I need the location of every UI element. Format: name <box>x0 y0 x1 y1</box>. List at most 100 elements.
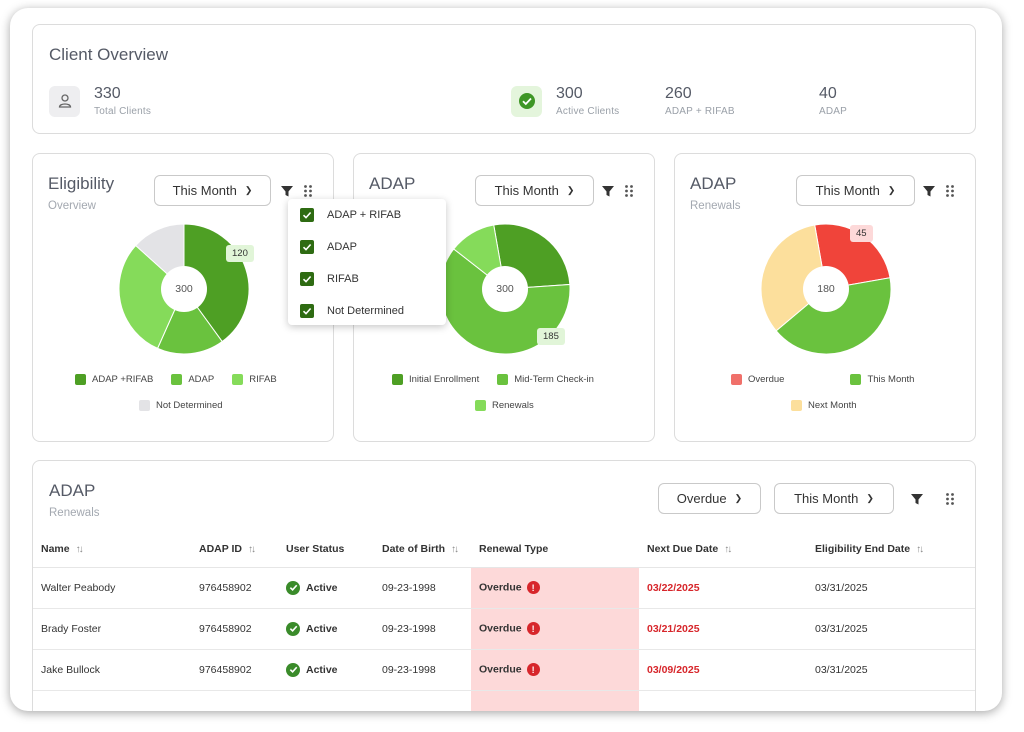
legend-item: Overdue <box>731 374 784 385</box>
adap-renewals-pie: 180 <box>760 223 892 355</box>
pie-data-label: 120 <box>226 245 254 262</box>
filter-icon[interactable] <box>908 490 926 508</box>
adap-rifab-value: 260 <box>665 85 692 102</box>
column-header-adap-id[interactable]: ADAP ID ↑↓ <box>191 531 278 568</box>
filter-option-adap-rifab[interactable]: ADAP + RIFAB <box>288 199 446 231</box>
checkbox-checked-icon[interactable] <box>300 272 314 286</box>
eligibility-legend: ADAP +RIFAB ADAP RIFAB <box>75 374 277 385</box>
dashboard-window: Client Overview 330 Total Clients 300 Ac… <box>10 8 1002 711</box>
filter-icon[interactable] <box>278 182 296 200</box>
drag-handle-icon[interactable] <box>941 490 959 508</box>
drag-handle-icon[interactable] <box>299 182 317 200</box>
eligibility-subtitle: Overview <box>48 200 96 212</box>
status-filter-select[interactable]: Overdue ❯ <box>658 483 761 514</box>
client-overview-card: Client Overview 330 Total Clients 300 Ac… <box>32 24 976 134</box>
cell-eligibility-end-date: 03/31/2025 <box>807 608 975 650</box>
cell-eligibility-end-date: 03/31/2025 <box>807 649 975 691</box>
check-circle-icon <box>286 621 300 636</box>
cell-name: Brady Foster <box>33 608 191 650</box>
sort-icon[interactable]: ↑↓ <box>451 543 459 555</box>
table-row[interactable]: Walter Peabody 976458902 Active 09-23-19… <box>33 567 975 609</box>
adap-renewals-table-card: ADAP Renewals Overdue ❯ This Month ❯ Nam… <box>32 460 976 711</box>
checkbox-checked-icon[interactable] <box>300 208 314 222</box>
cell-renewal-type: Overdue! <box>471 567 639 609</box>
chevron-down-icon: ❯ <box>566 185 575 195</box>
column-header-name[interactable]: Name ↑↓ <box>33 531 191 568</box>
pie-slice[interactable] <box>760 224 827 332</box>
column-header-renewal-type: Renewal Type <box>471 531 639 568</box>
sort-icon[interactable]: ↑↓ <box>75 543 84 555</box>
chevron-down-icon: ❯ <box>244 185 253 195</box>
check-circle-icon <box>286 580 300 595</box>
cell-adap-id: 976458902 <box>191 649 278 691</box>
drag-handle-icon[interactable] <box>620 182 638 200</box>
eligibility-period-select[interactable]: This Month ❯ <box>154 175 271 206</box>
cell-dob: 09-23-1998 <box>374 608 471 650</box>
adap-status-period-value: This Month <box>494 183 559 198</box>
legend-item: Next Month <box>791 400 857 411</box>
cell-user-status: Active <box>278 608 374 650</box>
drag-handle-icon[interactable] <box>941 182 959 200</box>
eligibility-legend-2: Not Determined <box>139 400 223 411</box>
column-header-next-due-date[interactable]: Next Due Date ↑↓ <box>639 531 807 568</box>
sort-icon[interactable]: ↑↓ <box>724 543 732 555</box>
table-subtitle: Renewals <box>49 507 100 519</box>
total-clients-value: 330 <box>94 85 121 102</box>
adap-status-period-select[interactable]: This Month ❯ <box>475 175 594 206</box>
cell-adap-id: 976458902 <box>191 567 278 609</box>
cell-next-due-date: 03/22/2025 <box>639 567 807 609</box>
table-row[interactable]: Jake Bullock 976458902 Active 09-23-1998… <box>33 649 975 691</box>
pie-center-total: 300 <box>161 266 207 312</box>
chevron-down-icon: ❯ <box>734 493 743 503</box>
pie-slice[interactable] <box>775 277 892 355</box>
chevron-down-icon: ❯ <box>887 185 896 195</box>
legend-item: ADAP +RIFAB <box>75 374 153 385</box>
sort-icon[interactable]: ↑↓ <box>247 543 256 555</box>
active-clients-value: 300 <box>556 85 583 102</box>
legend-item: Not Determined <box>139 400 223 411</box>
checkbox-checked-icon[interactable] <box>300 304 314 318</box>
adap-status-legend-2: Renewals <box>475 400 534 411</box>
adap-renewals-legend: Overdue This Month <box>731 374 914 385</box>
legend-item: This Month <box>850 374 914 385</box>
table-row[interactable] <box>33 690 975 711</box>
adap-renewals-period-value: This Month <box>815 183 880 198</box>
active-clients-stat: 300 Active Clients <box>511 85 619 117</box>
alert-icon: ! <box>526 663 540 676</box>
cell-name: Jake Bullock <box>33 649 191 691</box>
filter-option-adap[interactable]: ADAP <box>288 231 446 263</box>
filter-dropdown-menu: ADAP + RIFAB ADAP RIFAB Not Determined <box>288 199 446 325</box>
checkbox-checked-icon[interactable] <box>300 240 314 254</box>
filter-icon[interactable] <box>599 182 617 200</box>
person-icon <box>49 85 80 117</box>
adap-renewals-title: ADAP <box>690 174 737 193</box>
alert-icon: ! <box>526 581 540 594</box>
table-period-value: This Month <box>794 491 859 506</box>
pie-slice[interactable] <box>156 288 223 355</box>
adap-renewals-card: ADAP Renewals This Month ❯ 180 45 Overdu… <box>674 153 976 442</box>
cell-user-status: Active <box>278 649 374 691</box>
cell-user-status: Active <box>278 567 374 609</box>
chevron-down-icon: ❯ <box>866 493 874 503</box>
adap-status-title: ADAP <box>369 174 416 193</box>
eligibility-title: Eligibility <box>48 174 115 193</box>
pie-data-label: 185 <box>537 328 565 345</box>
cell-dob: 09-23-1998 <box>374 649 471 691</box>
filter-option-not-determined[interactable]: Not Determined <box>288 295 446 327</box>
legend-item: Mid-Term Check-in <box>497 374 594 385</box>
column-header-dob[interactable]: Date of Birth ↑↓ <box>374 531 471 568</box>
alert-icon: ! <box>526 622 540 635</box>
adap-status-legend: Initial Enrollment Mid-Term Check-in <box>392 374 594 385</box>
table-row[interactable]: Brady Foster 976458902 Active 09-23-1998… <box>33 608 975 650</box>
sort-icon[interactable]: ↑↓ <box>916 543 924 555</box>
table-period-select[interactable]: This Month ❯ <box>774 483 894 514</box>
pie-slice[interactable] <box>118 244 185 350</box>
filter-option-rifab[interactable]: RIFAB <box>288 263 446 295</box>
table-header-row: Name ↑↓ ADAP ID ↑↓ User Status Date of Bir… <box>33 531 975 568</box>
column-header-eligibility-end-date[interactable]: Eligibility End Date ↑↓ <box>807 531 975 568</box>
adap-renewals-period-select[interactable]: This Month ❯ <box>796 175 915 206</box>
adap-rifab-stat: 260 ADAP + RIFAB <box>665 85 735 117</box>
filter-icon[interactable] <box>920 182 938 200</box>
table-title: ADAP <box>49 481 96 500</box>
cell-renewal-type: Overdue! <box>471 608 639 650</box>
